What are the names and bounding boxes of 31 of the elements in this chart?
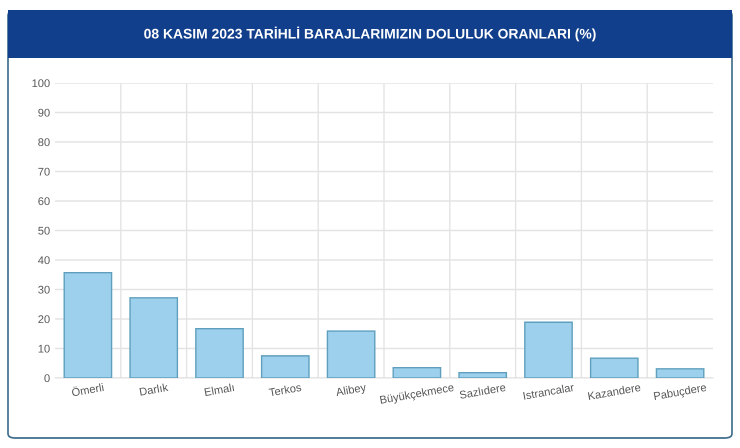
bar [64,272,112,378]
x-tick-label: Pabuçdere [654,382,707,402]
x-tick-label: Kazandere [588,382,641,400]
y-tick-label: 100 [32,79,50,88]
bar [524,322,573,378]
x-tick-label: Darlık [139,382,169,396]
y-tick-label: 60 [38,197,50,206]
y-tick-label: 50 [38,226,50,235]
x-tick-label: Istrancalar [523,382,574,400]
bar [129,297,178,378]
bar [195,328,244,378]
bar [326,330,376,378]
x-tick-label: Alibey [335,382,367,398]
y-tick-label: 90 [38,108,50,117]
bar [458,372,508,378]
y-tick-label: 80 [38,138,50,146]
y-tick-label: 20 [38,315,50,324]
y-tick-label: 10 [38,344,50,353]
y-tick-label: 0 [44,374,50,382]
x-tick-label: Sazlıdere [459,382,506,399]
chart-title: 08 KASIM 2023 TARİHLİ BARAJLARIMIZIN DOLULUK ORANLARI (%) [144,26,596,42]
x-tick-label: Ömerli [71,382,104,396]
y-tick-label: 30 [38,286,50,294]
y-tick-label: 70 [38,168,50,176]
bar [656,368,704,378]
bar [392,366,442,378]
x-tick-label: Elmalı [204,383,234,396]
bar [590,358,639,378]
x-tick-label: Terkos [268,382,302,397]
y-tick-label: 40 [38,256,50,264]
bar [260,355,310,378]
